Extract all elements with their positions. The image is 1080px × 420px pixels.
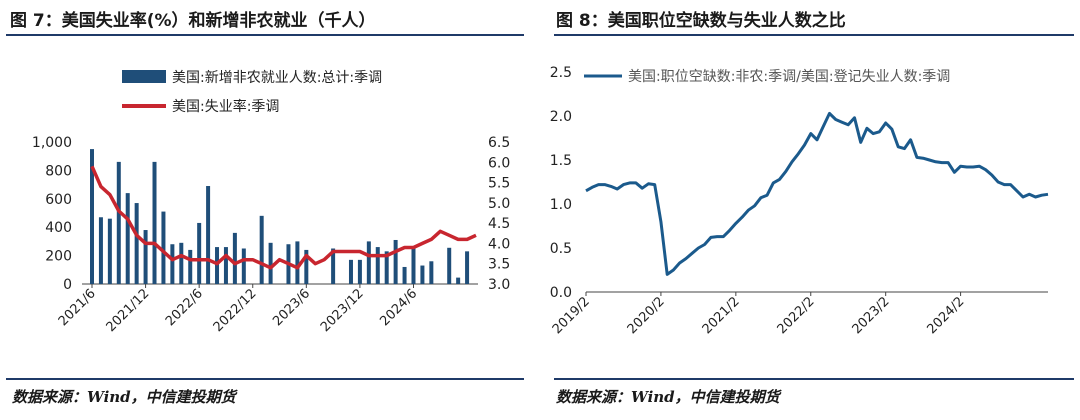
payrolls-bar <box>375 247 380 284</box>
right-figure-panel: 图 8：美国职位空缺数与失业人数之比 美国:职位空缺数:非农:季调/美国:登记失… <box>548 0 1080 420</box>
payrolls-bar <box>134 203 139 284</box>
payrolls-bar <box>107 218 112 284</box>
payrolls-bar <box>447 247 452 284</box>
payrolls-bar <box>357 259 362 284</box>
ratio-line <box>585 111 1049 276</box>
payrolls-bar <box>295 241 300 284</box>
payrolls-bar <box>188 249 193 284</box>
right-source-rule <box>554 378 1074 380</box>
payrolls-bar <box>429 261 434 284</box>
payrolls-bar <box>241 248 246 284</box>
payrolls-bar <box>143 230 148 284</box>
payrolls-bar <box>90 149 94 284</box>
unemployment-rate-line <box>90 165 477 270</box>
payrolls-bar <box>348 259 353 284</box>
right-y-tick-label: 6.5 <box>488 135 510 151</box>
payrolls-bar <box>456 277 461 284</box>
legend-swatch-payrolls <box>122 70 166 83</box>
x-tick-label: 2022/2 <box>775 294 818 337</box>
ratio-y-tick-label: 1.5 <box>550 153 572 169</box>
ratio-y-tick-label: 2.0 <box>550 109 572 125</box>
left-figure-title: 图 7：美国失业率(%）和新增非农就业（千人） <box>10 11 376 31</box>
payrolls-bar <box>206 186 211 284</box>
x-tick-label: 2021/12 <box>104 286 153 335</box>
x-tick-label: 2024/2 <box>924 294 967 337</box>
x-tick-label: 2021/2 <box>700 294 743 337</box>
payrolls-bar <box>116 161 121 284</box>
left-y-tick-label: 800 <box>45 163 72 179</box>
payrolls-bar <box>259 215 264 284</box>
payrolls-bar <box>331 248 336 284</box>
x-tick-label: 2022/6 <box>163 286 206 329</box>
payrolls-bar-series <box>90 149 470 284</box>
x-tick-label: 2020/2 <box>625 294 668 337</box>
left-y-tick-label: 400 <box>45 220 72 236</box>
payrolls-bar <box>170 244 175 284</box>
right-y-tick-label: 4.0 <box>488 236 510 252</box>
right-y-tick-label: 5.0 <box>488 196 510 212</box>
x-tick-label: 2023/2 <box>850 294 893 337</box>
x-tick-label: 2022/12 <box>211 286 260 335</box>
legend-background <box>618 66 1038 88</box>
payrolls-bar <box>161 211 166 284</box>
x-tick-label: 2024/6 <box>377 286 420 329</box>
payrolls-bar <box>411 248 416 284</box>
ratio-line-series <box>585 111 1049 276</box>
payrolls-bar <box>420 265 425 284</box>
right-y-tick-label: 3.5 <box>488 257 510 273</box>
x-tick-label: 2023/12 <box>318 286 367 335</box>
payrolls-bar <box>215 247 220 284</box>
right-title-rule <box>554 34 1074 36</box>
left-y-tick-label: 1,000 <box>32 135 72 151</box>
payrolls-bar <box>304 249 309 284</box>
ratio-y-tick-label: 0.0 <box>550 285 572 301</box>
right-y-tick-label: 4.5 <box>488 216 510 232</box>
vacancy-unemployed-ratio-chart: 美国:职位空缺数:非农:季调/美国:登记失业人数:季调 0.0 0.5 1.0 1.5… <box>550 65 1049 337</box>
left-title-rule <box>6 34 524 36</box>
payrolls-bar <box>152 161 157 284</box>
left-source-rule <box>6 378 524 380</box>
left-y-tick-label: 200 <box>45 249 72 265</box>
payrolls-bar <box>98 217 103 284</box>
right-y-tick-label: 6.0 <box>488 155 510 171</box>
right-y-tick-label: 3.0 <box>488 277 510 293</box>
payrolls-bar <box>393 239 398 284</box>
payrolls-bar <box>384 251 389 284</box>
right-figure-title: 图 8：美国职位空缺数与失业人数之比 <box>556 11 846 31</box>
payrolls-bar <box>197 222 202 284</box>
right-chart-legend: 美国:职位空缺数:非农:季调/美国:登记失业人数:季调 <box>584 66 1038 88</box>
left-y-tick-label: 600 <box>45 192 72 208</box>
left-y-tick-label: 0 <box>63 277 72 293</box>
payrolls-bar <box>125 193 130 284</box>
legend-label-unemployment: 美国:失业率:季调 <box>172 98 279 115</box>
x-tick-label: 2023/6 <box>270 286 313 329</box>
payrolls-bar <box>223 247 228 284</box>
payrolls-bar <box>232 232 237 284</box>
payrolls-bar <box>268 242 273 284</box>
legend-label-ratio: 美国:职位空缺数:非农:季调/美国:登记失业人数:季调 <box>628 69 950 85</box>
right-y-tick-label: 5.5 <box>488 176 510 192</box>
ratio-y-tick-label: 0.5 <box>550 241 572 257</box>
payrolls-bar <box>465 251 470 284</box>
payrolls-bar <box>179 242 184 284</box>
left-figure-panel: 图 7：美国失业率(%）和新增非农就业（千人） 美国:新增非农就业人数:总计:季… <box>0 0 530 420</box>
ratio-y-tick-label: 1.0 <box>550 197 572 213</box>
left-figure-source: 数据来源：Wind，中信建投期货 <box>12 388 236 406</box>
legend-label-payrolls: 美国:新增非农就业人数:总计:季调 <box>172 70 382 86</box>
payrolls-bar <box>366 241 371 284</box>
ratio-y-tick-label: 2.5 <box>550 65 572 81</box>
payrolls-bar <box>402 266 407 284</box>
right-figure-source: 数据来源：Wind，中信建投期货 <box>556 388 780 406</box>
unemployment-line-series <box>90 165 477 270</box>
